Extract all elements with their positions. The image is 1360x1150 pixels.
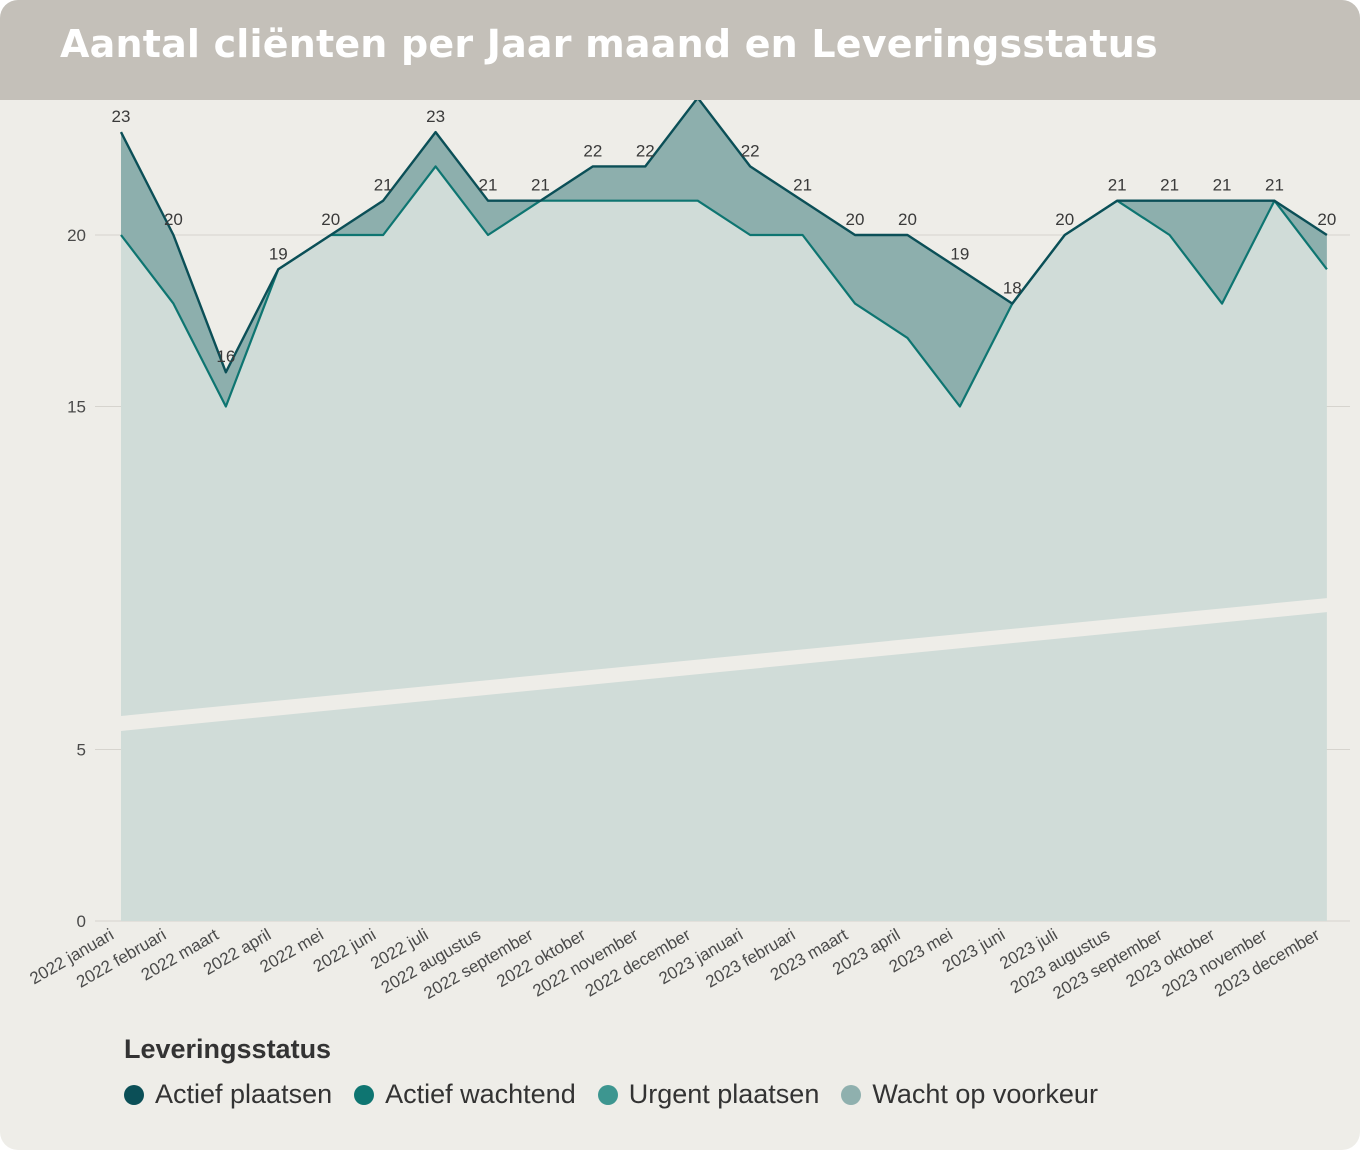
data-label: 23 [112,107,131,126]
area-chart: 2320161920212321212222242221202019182021… [26,100,1350,1003]
data-label: 21 [1265,176,1284,195]
chart-title: Aantal cliënten per Jaar maand en Leveri… [60,22,1158,66]
data-label: 22 [741,141,760,160]
data-labels: 2320161920212321212222242221202019182021… [112,107,1337,366]
legend-items: Actief plaatsen Actief wachtend Urgent pla… [124,1079,1120,1110]
data-label: 20 [1055,210,1074,229]
chart-areas [121,100,1328,921]
legend-item[interactable]: Urgent plaatsen [597,1079,820,1110]
data-label: 22 [583,141,602,160]
y-tick-label: 5 [77,741,86,760]
legend-label: Wacht op voorkeur [872,1079,1098,1109]
data-label: 19 [950,244,969,263]
data-label: 21 [479,176,498,195]
data-label: 20 [898,210,917,229]
data-label: 20 [164,210,183,229]
data-label: 21 [374,176,393,195]
y-tick-label: 20 [67,226,86,245]
legend-label: Actief wachtend [385,1079,576,1109]
legend-item[interactable]: Wacht op voorkeur [841,1079,1098,1110]
legend-title: Leveringsstatus [124,1034,332,1064]
legend-label: Urgent plaatsen [628,1079,820,1109]
legend-item[interactable]: Actief plaatsen [124,1079,332,1110]
area-actief-plaatsen [121,100,1327,407]
render-artifact-band [121,598,1328,731]
data-label: 18 [1003,279,1022,298]
data-label: 16 [216,347,235,366]
data-label: 21 [793,176,812,195]
data-label: 20 [321,210,340,229]
data-label: 21 [1160,176,1179,195]
area-wacht-op-voorkeur [121,166,1327,921]
data-label: 22 [636,141,655,160]
header-bar: Aantal cliënten per Jaar maand en Leveri… [0,0,1360,100]
legend: Leveringsstatus Actief plaatsen Actief wa… [124,1034,1120,1110]
legend-item[interactable]: Actief wachtend [354,1079,576,1110]
legend-dot-icon [124,1084,144,1105]
data-label: 20 [1317,210,1336,229]
legend-dot-icon [354,1084,375,1105]
data-label: 20 [846,210,865,229]
y-tick-label: 0 [77,912,86,931]
data-label: 23 [426,107,445,126]
data-label: 21 [1108,176,1127,195]
series-lines [119,100,1328,408]
line-actief-plaatsen [119,100,1328,374]
legend-label: Actief plaatsen [155,1079,333,1109]
data-label: 21 [1213,176,1232,195]
legend-dot-icon [597,1084,618,1105]
y-tick-label: 15 [67,398,86,417]
data-label: 21 [531,176,550,195]
legend-dot-icon [841,1084,862,1105]
y-axis-ticks: 0 5 15 20 [67,226,86,931]
data-label: 19 [269,244,288,263]
